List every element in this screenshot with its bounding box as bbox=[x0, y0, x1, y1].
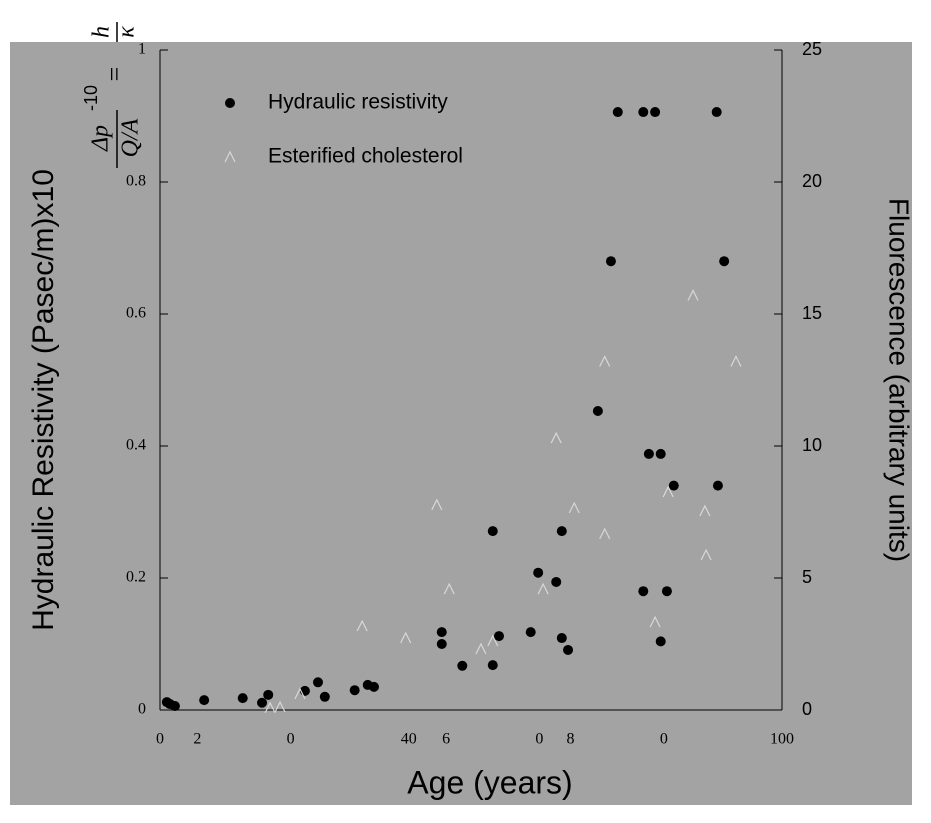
point bbox=[605, 256, 616, 267]
point bbox=[638, 107, 649, 118]
x-axis-label: Age (years) bbox=[407, 764, 572, 800]
legend-marker bbox=[225, 98, 235, 108]
legend-label: Esterified cholesterol bbox=[268, 145, 463, 168]
point bbox=[661, 586, 672, 597]
point bbox=[436, 639, 447, 649]
triangle-point bbox=[356, 619, 368, 632]
point bbox=[487, 526, 498, 537]
x-tick-label: 2 bbox=[193, 731, 201, 748]
x-tick-label: 0 bbox=[156, 731, 164, 748]
formula-part: Q/A bbox=[118, 118, 144, 157]
triangle-point bbox=[649, 615, 661, 628]
y-axis-label: Hydraulic Resistivity (Pasec/m)x10 bbox=[27, 169, 60, 631]
x-tick-label: 40 bbox=[401, 731, 417, 748]
point bbox=[655, 636, 666, 647]
point bbox=[436, 627, 447, 638]
triangle-point bbox=[537, 582, 549, 595]
triangle-point bbox=[487, 634, 499, 647]
triangle-point bbox=[475, 642, 487, 655]
point bbox=[551, 576, 562, 587]
y-tick-label: 0 bbox=[138, 701, 146, 718]
y2-axis-label: Fluorescence (arbitrary units) bbox=[884, 198, 915, 562]
point bbox=[169, 701, 180, 712]
point bbox=[643, 448, 654, 459]
legend-marker bbox=[224, 150, 236, 163]
point bbox=[638, 586, 649, 597]
point bbox=[199, 695, 210, 706]
point bbox=[263, 689, 274, 700]
formula-part: κ bbox=[114, 26, 140, 38]
y2-tick-label: 20 bbox=[802, 171, 822, 191]
x-tick-label: 0 bbox=[287, 731, 295, 748]
point bbox=[612, 107, 623, 118]
point bbox=[319, 691, 330, 702]
triangle-point bbox=[599, 527, 611, 540]
triangle-point bbox=[730, 355, 742, 367]
point bbox=[257, 697, 268, 708]
y-tick-label: 0.2 bbox=[126, 569, 146, 586]
point bbox=[349, 685, 360, 696]
x-tick-label: 0 bbox=[535, 731, 543, 748]
triangle-point bbox=[264, 701, 276, 714]
x-tick-label: 6 bbox=[442, 731, 450, 748]
y-tick-label: 0.4 bbox=[126, 437, 146, 454]
triangle-point bbox=[431, 498, 443, 511]
point bbox=[650, 107, 661, 118]
formula-part: h bbox=[89, 26, 115, 38]
formula-part: Δp bbox=[88, 125, 114, 152]
point bbox=[563, 644, 574, 655]
triangle-point bbox=[687, 289, 699, 301]
triangle-point bbox=[599, 355, 611, 367]
point bbox=[712, 480, 723, 491]
x-tick-label: 8 bbox=[567, 731, 575, 748]
point bbox=[312, 677, 323, 688]
triangle-point bbox=[662, 485, 674, 498]
y-axis-exponent: -10 bbox=[81, 85, 101, 111]
point bbox=[556, 526, 567, 537]
point bbox=[487, 660, 498, 671]
legend-label: Hydraulic resistivity bbox=[268, 91, 448, 114]
x-tick-label: 0 bbox=[660, 731, 668, 748]
point bbox=[719, 256, 730, 267]
point bbox=[592, 406, 603, 417]
y2-tick-label: 25 bbox=[802, 39, 822, 59]
point bbox=[368, 681, 379, 692]
triangle-point bbox=[274, 700, 286, 713]
triangle-point bbox=[568, 501, 580, 514]
y-tick-label: 0.8 bbox=[126, 173, 146, 190]
triangle-point bbox=[700, 548, 712, 561]
point bbox=[655, 448, 666, 459]
y-tick-label: 1 bbox=[138, 41, 146, 58]
point bbox=[493, 631, 504, 642]
x-tick-label: 100 bbox=[770, 731, 794, 748]
y2-tick-label: 0 bbox=[802, 699, 812, 719]
triangle-point bbox=[400, 631, 412, 644]
point bbox=[668, 480, 679, 491]
point bbox=[556, 633, 567, 644]
point bbox=[237, 693, 248, 704]
y2-tick-label: 15 bbox=[802, 303, 822, 323]
triangle-point bbox=[294, 687, 306, 700]
y2-tick-label: 5 bbox=[802, 567, 812, 587]
triangle-point bbox=[443, 582, 455, 595]
triangle-point bbox=[699, 504, 711, 517]
y2-tick-label: 10 bbox=[802, 435, 822, 455]
formula-part: = bbox=[100, 67, 129, 82]
point bbox=[711, 107, 722, 118]
point bbox=[525, 627, 536, 638]
point bbox=[533, 567, 544, 578]
y-tick-label: 0.6 bbox=[126, 305, 146, 322]
point bbox=[457, 660, 468, 671]
triangle-point bbox=[550, 431, 562, 444]
